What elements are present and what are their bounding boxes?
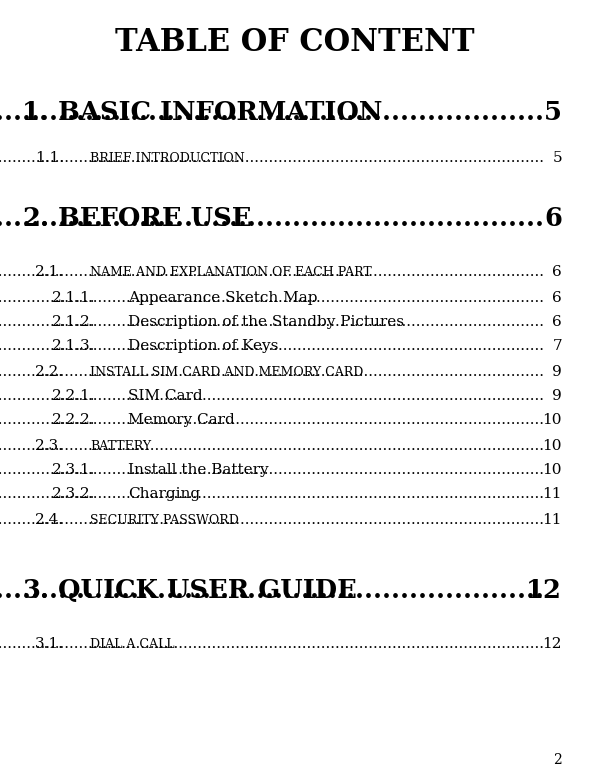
Text: 10: 10 [542,413,562,427]
Text: ................................................................................: ........................................… [0,413,545,427]
Text: BASIC INFORMATION: BASIC INFORMATION [58,100,382,124]
Text: Appearance Sketch Map: Appearance Sketch Map [128,291,317,305]
Text: 1.1.: 1.1. [35,151,64,165]
Text: 2.4.: 2.4. [35,513,64,527]
Text: BEFORE USE: BEFORE USE [58,205,251,230]
Text: BRIEF INTRODUCTION: BRIEF INTRODUCTION [90,152,245,164]
Text: 9: 9 [552,365,562,379]
Text: ................................................................................: ........................................… [0,513,545,527]
Text: 3.1.: 3.1. [35,637,64,651]
Text: 2.3.2.: 2.3.2. [52,487,96,501]
Text: DIAL A CALL: DIAL A CALL [90,637,175,650]
Text: SECURITY PASSWORD: SECURITY PASSWORD [90,513,239,527]
Text: 10: 10 [542,439,562,453]
Text: 9: 9 [552,389,562,403]
Text: ................................................................................: ........................................… [0,637,545,651]
Text: 5: 5 [544,100,562,124]
Text: 7: 7 [552,339,562,353]
Text: ................................................................................: ........................................… [0,487,545,501]
Text: ................................................................................: ........................................… [0,265,545,279]
Text: Charging: Charging [128,487,200,501]
Text: 2.2.2.: 2.2.2. [52,413,96,427]
Text: ................................................................................: ........................................… [0,463,545,477]
Text: 2.1.3.: 2.1.3. [52,339,96,353]
Text: Install the Battery: Install the Battery [128,463,268,477]
Text: Description of Keys: Description of Keys [128,339,278,353]
Text: ................................................................................: ........................................… [0,100,545,124]
Text: 2: 2 [553,753,562,767]
Text: ................................................................................: ........................................… [0,315,545,329]
Text: TABLE OF CONTENT: TABLE OF CONTENT [115,26,475,58]
Text: QUICK USER GUIDE: QUICK USER GUIDE [58,577,357,602]
Text: 2.1.: 2.1. [35,265,64,279]
Text: ................................................................................: ........................................… [0,339,545,353]
Text: BATTERY: BATTERY [90,440,151,453]
Text: 1.: 1. [22,100,49,124]
Text: NAME AND EXPLANATION OF EACH PART: NAME AND EXPLANATION OF EACH PART [90,265,372,279]
Text: 6: 6 [552,291,562,305]
Text: ................................................................................: ........................................… [0,151,545,165]
Text: ................................................................................: ........................................… [0,577,545,602]
Text: 5: 5 [552,151,562,165]
Text: 12: 12 [542,637,562,651]
Text: 12: 12 [526,577,562,602]
Text: 2.: 2. [22,205,49,230]
Text: ................................................................................: ........................................… [0,389,545,403]
Text: 11: 11 [542,513,562,527]
Text: 3.: 3. [22,577,49,602]
Text: 6: 6 [544,205,562,230]
Text: 2.1.1.: 2.1.1. [52,291,96,305]
Text: 2.1.2.: 2.1.2. [52,315,96,329]
Text: 2.3.1.: 2.3.1. [52,463,96,477]
Text: 6: 6 [552,265,562,279]
Text: 11: 11 [542,487,562,501]
Text: Description of the Standby Pictures: Description of the Standby Pictures [128,315,404,329]
Text: 2.2.1.: 2.2.1. [52,389,96,403]
Text: ................................................................................: ........................................… [0,439,545,453]
Text: ................................................................................: ........................................… [0,205,545,230]
Text: 10: 10 [542,463,562,477]
Text: 2.2.: 2.2. [35,365,64,379]
Text: 2.3.: 2.3. [35,439,64,453]
Text: Memory Card: Memory Card [128,413,235,427]
Text: ................................................................................: ........................................… [0,291,545,305]
Text: ................................................................................: ........................................… [0,365,545,379]
Text: INSTALL SIM CARD AND MEMORY CARD: INSTALL SIM CARD AND MEMORY CARD [90,366,363,379]
Text: SIM Card: SIM Card [128,389,202,403]
Text: 6: 6 [552,315,562,329]
